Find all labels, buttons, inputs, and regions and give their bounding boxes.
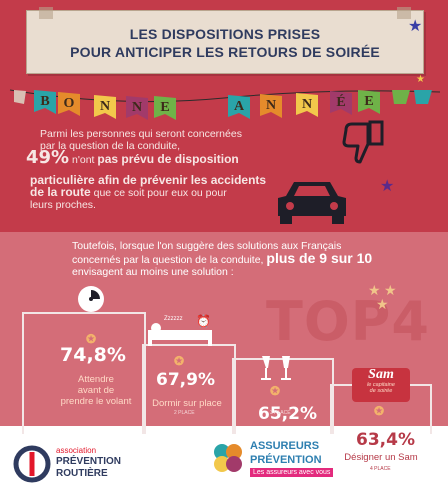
apr-line1: association — [56, 446, 97, 455]
star-icon: ★ — [408, 18, 423, 35]
flag-shape — [330, 91, 352, 115]
intro-line: par la question de la conduite, — [40, 140, 181, 152]
rank-1-value: 74,8% — [60, 344, 126, 366]
apr-logo-mark — [13, 445, 51, 483]
car-icon — [278, 182, 346, 224]
rank-1-label-line: Attendre — [78, 374, 114, 385]
intro-line: particulière afin de prévenir les accide… — [30, 173, 267, 187]
page-title-line2: POUR ANTICIPER LES RETOURS DE SOIRÉE — [70, 44, 380, 60]
rank-3-star: ✪ — [270, 384, 281, 398]
second-line: concernés par la question de la conduite… — [72, 254, 264, 266]
flag-shape — [14, 90, 26, 104]
rank-1-label-line: prendre le volant — [60, 396, 132, 407]
apr-line2: PRÉVENTION — [56, 456, 122, 467]
banner-letter: E — [160, 100, 170, 115]
flag-shape — [260, 94, 282, 118]
rank-3-label: Ne boire qu'un verre ou deux — [244, 426, 318, 448]
flag-shape — [228, 95, 250, 119]
star-icon: ★ — [384, 282, 397, 298]
rank-4-label: Désigner un Sam — [344, 452, 418, 463]
banner-letter: N — [301, 97, 313, 112]
rank-3-label-line: Ne boire qu'un — [250, 426, 312, 437]
sam-tag1: le capitaine — [367, 382, 395, 388]
rank-1-label: Attendre avant de prendre le volant — [54, 374, 138, 407]
ap-logo-mark — [214, 444, 242, 472]
intro-text-cont: particulière afin de prévenir les accide… — [30, 174, 330, 211]
podium-2-frame — [142, 344, 236, 434]
rank-4-star: ✪ — [374, 404, 385, 418]
banner-letter: E — [364, 94, 374, 109]
flag-shape — [126, 96, 148, 120]
star-icon: ★ — [376, 296, 389, 312]
rank-2-star: ✪ — [174, 354, 185, 368]
apr-line3: ROUTIÈRE — [56, 468, 108, 479]
rank-1-star: ✪ — [86, 332, 97, 346]
tape-icon — [39, 7, 53, 19]
intro-line: leurs proches. — [30, 199, 96, 211]
prevention-routiere-logo: association PRÉVENTION ROUTIÈRE — [10, 434, 170, 494]
rank-1-label-line: avant de — [77, 385, 115, 396]
rank-2-value: 67,9% — [156, 370, 215, 390]
thumbs-down-icon — [342, 120, 384, 164]
flag-shape — [94, 95, 116, 119]
banner-letter: B — [40, 94, 50, 109]
page-title-line1: LES DISPOSITIONS PRISES — [129, 26, 321, 42]
flag-shape — [34, 90, 56, 114]
banner-letter: N — [265, 98, 277, 113]
intro-text-a: n'ont — [69, 154, 98, 166]
rank-3-label-line: verre ou deux — [251, 437, 311, 448]
champagne-glasses-icon — [261, 356, 291, 380]
sleep-text: Zzzzzz — [164, 316, 183, 322]
banner-letter: N — [99, 99, 111, 114]
ap-line3: Les assureurs avec vous — [250, 468, 334, 477]
bed-icon — [148, 323, 212, 346]
sam-tag2: de soirée — [369, 388, 393, 394]
intro-text: Parmi les personnes qui seront concernée… — [40, 128, 340, 152]
rank-3-place: 3 PLACE — [270, 410, 291, 416]
banner-letter: N — [131, 100, 143, 115]
rank-4-value: 63,4% — [356, 430, 415, 450]
title-banner: LES DISPOSITIONS PRISES POUR ANTICIPER L… — [26, 7, 424, 74]
flag-shape — [358, 90, 380, 114]
rank-3-value: 65,2% — [258, 404, 317, 424]
intro-text-b: pas prévu de disposition — [97, 152, 239, 166]
top4-watermark: TOP4 — [266, 290, 430, 353]
sam-badge: Sam le capitaine de soirée — [352, 368, 410, 402]
intro-percentage: 49% — [26, 147, 70, 168]
podium-1-frame — [22, 312, 146, 434]
bunting-flags — [14, 90, 432, 120]
banner-letter: O — [63, 96, 75, 111]
intro-line: Parmi les personnes qui seront concernée… — [40, 128, 242, 140]
flag-shape — [392, 90, 410, 104]
intro-text-d: que ce soit pour eux ou pour — [90, 187, 227, 199]
banner-letter: A — [233, 99, 245, 114]
bunting: B O N N E A N N É E — [0, 82, 448, 140]
flag-shape — [58, 92, 80, 116]
second-line: Toutefois, lorsque l'on suggère des solu… — [72, 240, 342, 252]
flag-shape — [154, 96, 176, 120]
sam-name: Sam — [368, 367, 394, 382]
second-line: envisagent au moins une solution : — [72, 266, 234, 278]
ap-line1: ASSUREURS — [250, 440, 320, 452]
tape-icon — [397, 7, 411, 19]
clock-icon — [78, 286, 104, 312]
rank-4-place: 4 PLACE — [370, 466, 391, 472]
intro-text-c: de la route — [30, 185, 91, 199]
flag-shape — [296, 93, 318, 117]
star-icon: ★ — [416, 74, 425, 85]
intro-stat: 49% n'ont pas prévu de disposition — [26, 149, 326, 167]
alarm-clock-icon: ⏰ — [196, 314, 211, 328]
star-icon: ★ — [380, 178, 395, 195]
assureurs-prevention-logo: ASSUREURS PRÉVENTION Les assureurs avec … — [210, 434, 430, 494]
rank-2-place: 2 PLACE — [174, 410, 195, 416]
star-icon: ★ — [368, 282, 381, 298]
banner-letter: É — [336, 95, 346, 110]
ap-line2: PRÉVENTION — [250, 454, 322, 466]
second-highlight: plus de 9 sur 10 — [266, 250, 373, 266]
rank-2-label: Dormir sur place — [152, 398, 222, 409]
second-text: Toutefois, lorsque l'on suggère des solu… — [72, 240, 412, 278]
flag-shape — [414, 90, 432, 104]
